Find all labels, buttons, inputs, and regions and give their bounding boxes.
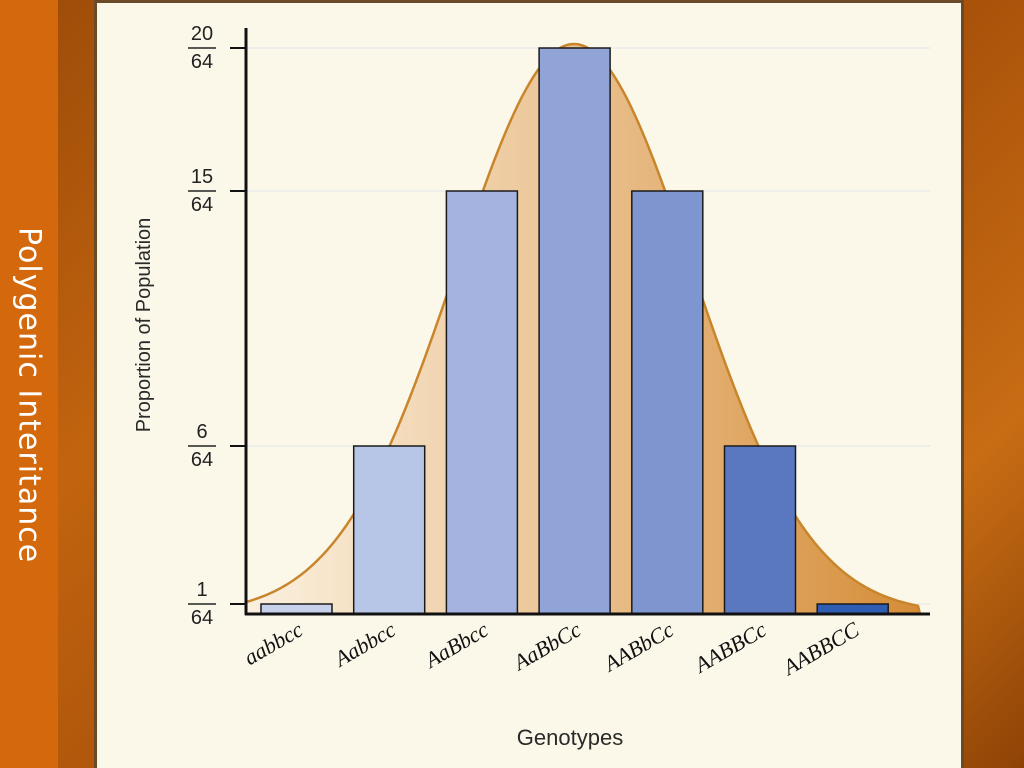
y-tick-labels: 1 64 6 64 15 64 20 64 [188, 23, 216, 629]
x-tick-label-aabbcc: aabbcc [239, 617, 307, 671]
y-tick-denominator-1: 64 [191, 607, 213, 629]
bar-Aabbcc [352, 445, 426, 615]
bars [260, 47, 889, 615]
slide-title: Polygenic Interitance [11, 226, 47, 564]
y-tick-numerator-6: 6 [196, 421, 207, 443]
bar-AABBCc [723, 445, 797, 615]
bar-AaBbcc [445, 190, 519, 615]
bar-AaBbCc [538, 47, 611, 615]
x-tick-label-AABbCc: AABbCc [598, 617, 678, 678]
x-axis-label: Genotypes [517, 725, 623, 750]
slide-title-container: Polygenic Interitance [0, 190, 58, 600]
x-tick-label-Aabbcc: Aabbcc [328, 617, 400, 673]
x-tick-labels: aabbcc Aabbcc AaBbcc AaBbCc AABbCc AABBCc AABB… [239, 617, 863, 681]
y-tick-numerator-1: 1 [196, 579, 207, 601]
bar-AABbCc [631, 190, 704, 615]
y-tick-denominator-20: 64 [191, 51, 213, 73]
x-tick-label-AABBCc: AABBCc [689, 617, 771, 679]
axes [230, 28, 930, 616]
x-tick-label-AABBCC: AABBCC [777, 617, 863, 681]
title-strip [0, 0, 58, 768]
y-tick-denominator-15: 64 [191, 194, 213, 216]
x-tick-label-AaBbcc: AaBbcc [419, 617, 493, 674]
y-tick-numerator-20: 20 [191, 23, 213, 45]
x-tick-label-AaBbCc: AaBbCc [507, 617, 585, 676]
y-tick-denominator-6: 64 [191, 449, 213, 471]
y-tick-numerator-15: 15 [191, 166, 213, 188]
y-axis-label: Proportion of Population [133, 218, 155, 433]
